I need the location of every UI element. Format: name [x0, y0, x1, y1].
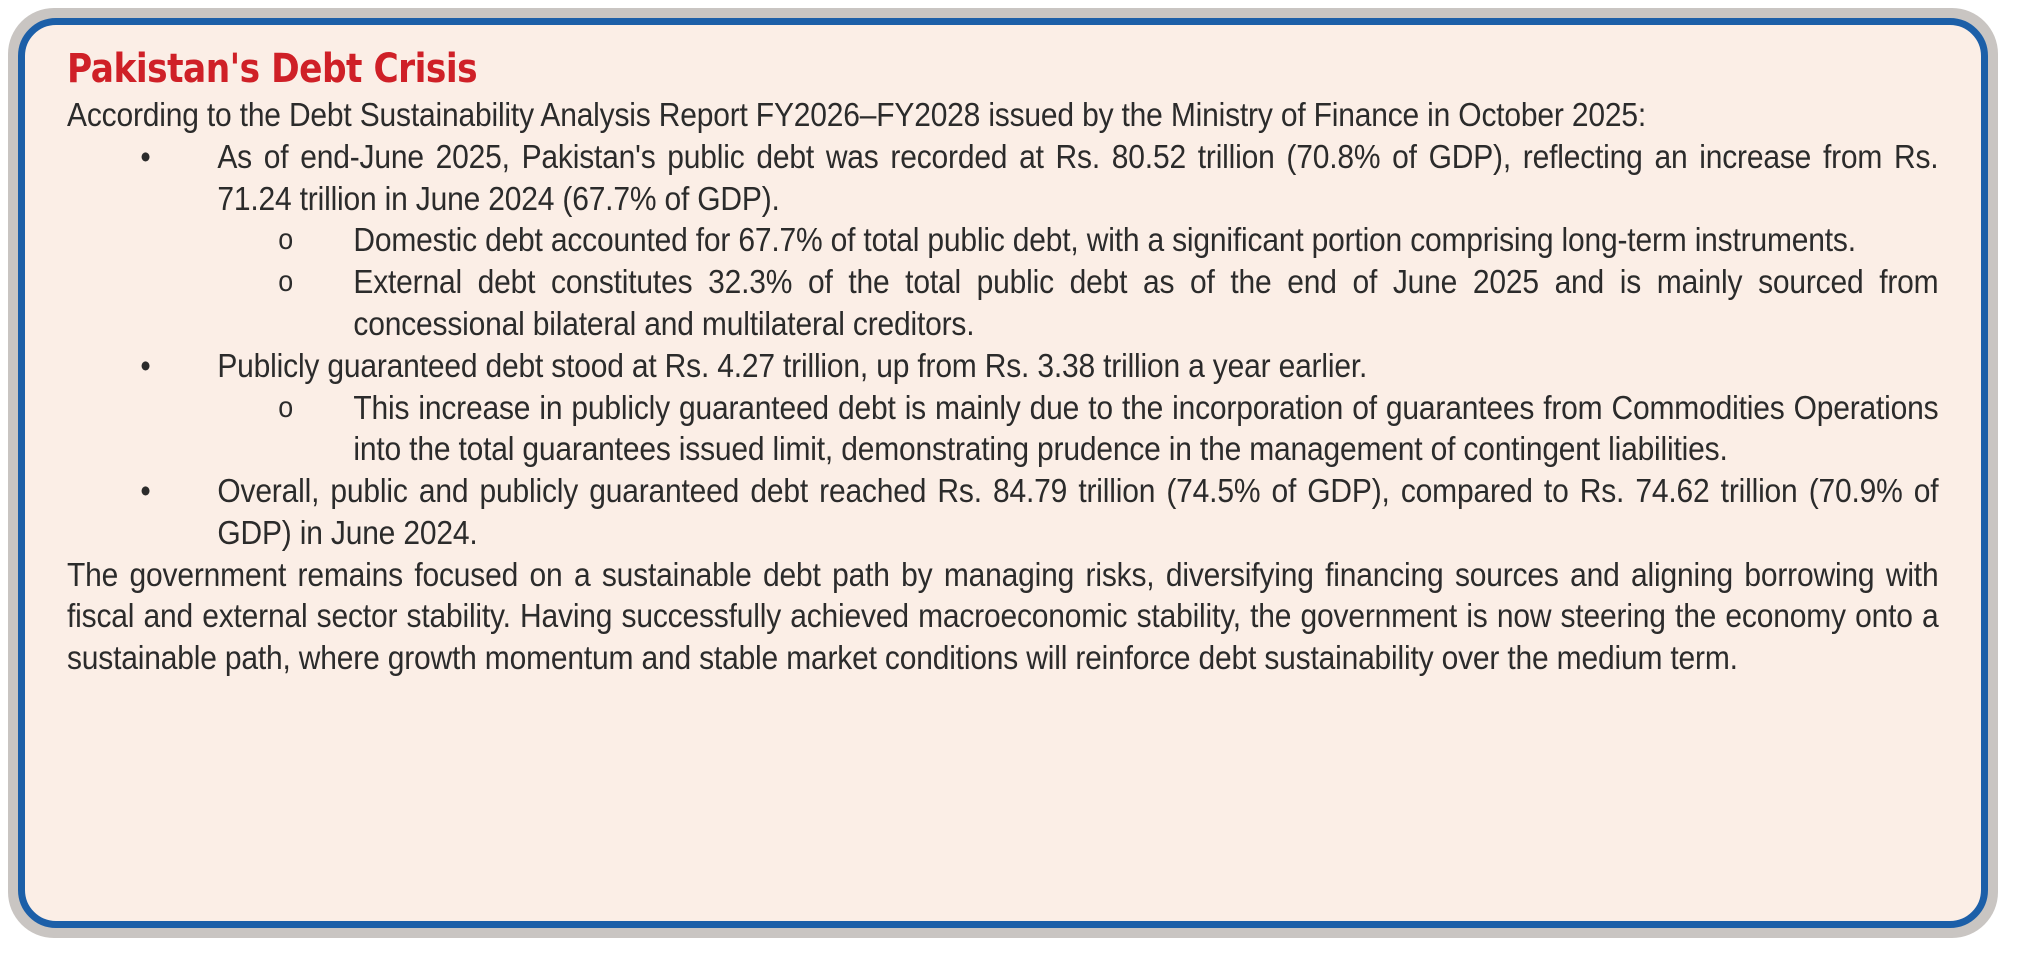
page-title: Pakistan's Debt Crisis: [67, 46, 478, 92]
list-item-text: External debt constitutes 32.3% of the t…: [353, 264, 1939, 343]
list-item: • Overall, public and publicly guarantee…: [67, 471, 1938, 554]
bullet-disc-icon: •: [140, 472, 151, 510]
callout-box: Pakistan's Debt Crisis According to the …: [18, 18, 1988, 928]
intro-paragraph: According to the Debt Sustainability Ana…: [67, 97, 1647, 134]
list-item: o This increase in publicly guaranteed d…: [217, 388, 1938, 471]
sub-bullet-list: o Domestic debt accounted for 67.7% of t…: [217, 220, 1938, 345]
bullet-circle-icon: o: [278, 390, 293, 424]
list-item-text: Domestic debt accounted for 67.7% of tot…: [353, 222, 1856, 260]
bullet-disc-icon: •: [140, 347, 151, 385]
bullet-disc-icon: •: [140, 138, 151, 176]
list-item-text: This increase in publicly guaranteed deb…: [353, 389, 1939, 468]
list-item: • Publicly guaranteed debt stood at Rs. …: [67, 346, 1938, 470]
closing-paragraph: The government remains focused on a sust…: [67, 556, 1939, 677]
list-item-text: Publicly guaranteed debt stood at Rs. 4.…: [217, 348, 1368, 386]
bullet-circle-icon: o: [278, 223, 293, 257]
callout-body: According to the Debt Sustainability Ana…: [67, 95, 1939, 679]
list-item: o External debt constitutes 32.3% of the…: [217, 262, 1938, 345]
list-item: o Domestic debt accounted for 67.7% of t…: [217, 220, 1938, 261]
list-item-text: Overall, public and publicly guaranteed …: [217, 473, 1939, 552]
bullet-list: • As of end-June 2025, Pakistan's public…: [67, 137, 1938, 554]
list-item-text: As of end-June 2025, Pakistan's public d…: [217, 139, 1939, 218]
bullet-circle-icon: o: [278, 265, 293, 299]
sub-bullet-list: o This increase in publicly guaranteed d…: [217, 388, 1938, 471]
list-item: • As of end-June 2025, Pakistan's public…: [67, 137, 1938, 345]
callout-outer-shadow-frame: Pakistan's Debt Crisis According to the …: [8, 8, 1998, 938]
